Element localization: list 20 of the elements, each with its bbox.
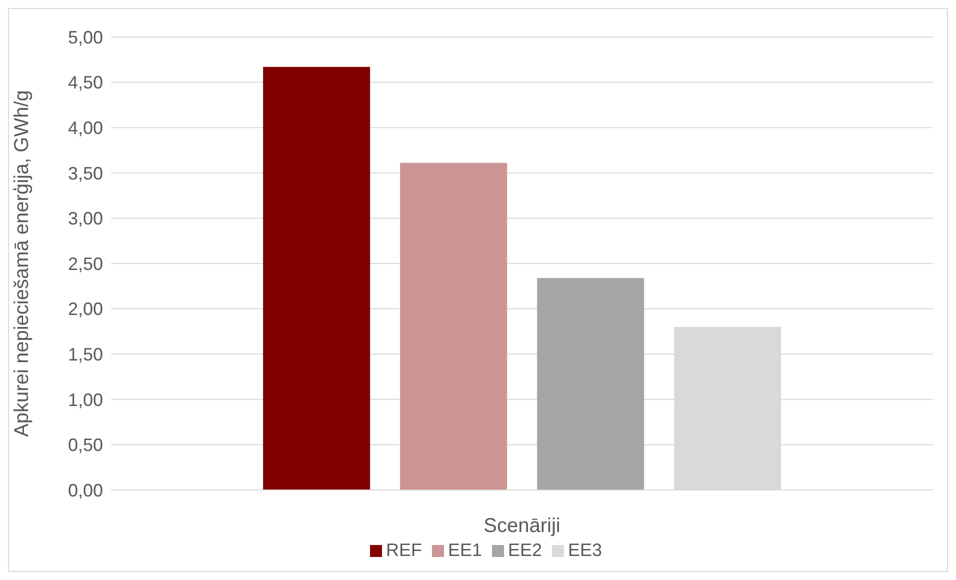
legend-label: REF [386,540,422,560]
y-tick-label: 0,50 [68,435,103,456]
bar [537,278,644,490]
x-axis-title: Scenāriji [484,515,560,537]
legend-label: EE2 [508,540,542,560]
y-tick-label: 1,00 [68,390,103,410]
legend-label: EE1 [448,540,482,560]
legend-label: EE3 [568,540,602,560]
y-tick-label: 1,50 [68,344,103,364]
y-tick-label: 0,00 [68,480,103,500]
y-axis-title: Apkurei nepieciešamā enerģija, GWh/g [11,90,34,437]
y-tick-label: 5,00 [68,27,103,48]
bar [263,66,370,490]
bar [400,162,508,490]
y-tick-label: 3,00 [68,208,103,229]
y-tick-label: 4,00 [68,118,103,138]
y-tick-label: 4,50 [68,72,103,93]
y-tick-label: 3,50 [68,163,103,184]
y-tick-label: 2,00 [68,299,103,320]
y-tick-label: 2,50 [68,254,103,274]
